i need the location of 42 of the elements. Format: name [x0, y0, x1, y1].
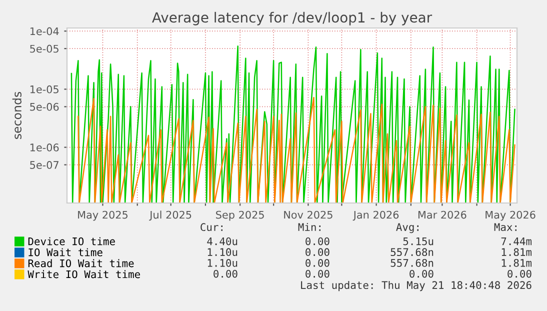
x-tick-label: May 2026 [486, 210, 536, 221]
x-tick-label: Jul 2025 [149, 210, 192, 221]
y-axis-title: seconds [12, 92, 22, 139]
text: 0.00 [306, 237, 330, 246]
x-tick-label: Mar 2026 [418, 210, 466, 219]
x-tick-label: Sep 2025 [216, 210, 264, 221]
text: 0.00 [508, 270, 532, 278]
text: Min: [298, 222, 320, 231]
text: Max: [494, 223, 516, 232]
text: 1.81m [502, 248, 532, 256]
y-tick-label: 5e-05 [30, 44, 58, 53]
line-series [70, 46, 516, 203]
chart-title: Average latency for /dev/loop1 - by year [152, 12, 432, 26]
legend-label: Read IO Wait time [28, 259, 134, 268]
text: 7.44m [501, 237, 532, 246]
y-tick-label: 1e-06 [30, 144, 59, 152]
y-tick-label: 5e-07 [30, 161, 58, 169]
text: 1.10u [208, 259, 238, 267]
legend-label: IO Wait time [28, 248, 102, 256]
text: 4.40u [207, 237, 238, 246]
x-tick-label: Jan 2026 [352, 210, 399, 221]
x-tick-label: May 2025 [78, 210, 128, 221]
text: 1.10u [208, 248, 238, 256]
text: 0.00 [306, 259, 330, 267]
text: 0.00 [306, 270, 330, 278]
text: 557.68n [390, 259, 434, 267]
legend-label: Write IO Wait time [28, 270, 140, 278]
text: Avg: [396, 223, 418, 234]
x-tick-label: Nov 2025 [284, 210, 332, 219]
text: Last update: Thu May 21 18:40:48 2026 [301, 280, 532, 292]
text: 5.15u [403, 237, 434, 246]
y-tick-label: 1e-05 [30, 85, 58, 94]
text: 557.68n [390, 248, 434, 256]
text: 0.00 [214, 270, 238, 278]
legend-label: Device IO time [28, 237, 115, 246]
text: 0.00 [410, 270, 434, 278]
text: 1.81m [502, 259, 532, 267]
text: Cur: [200, 223, 222, 232]
y-tick-label: 5e-06 [30, 102, 59, 111]
line-series [78, 96, 516, 203]
text: 0.00 [306, 248, 330, 256]
y-tick-label: 1e-04 [30, 27, 59, 36]
